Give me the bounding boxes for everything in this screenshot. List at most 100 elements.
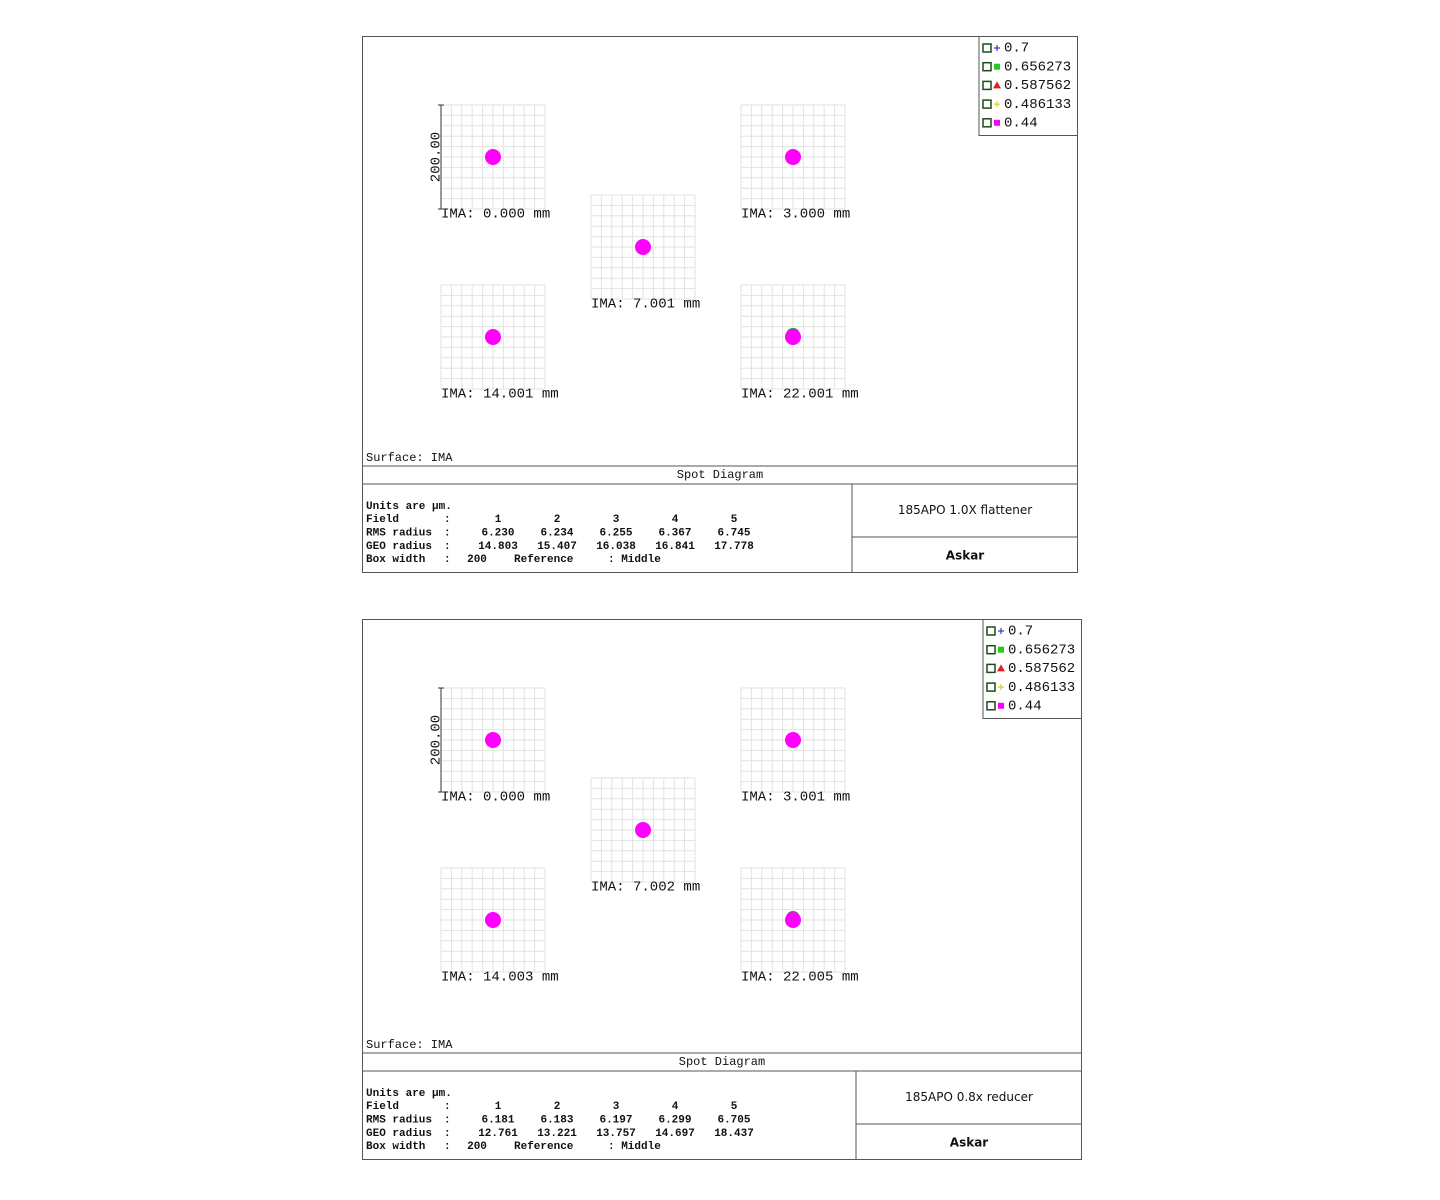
info-text: :: [444, 541, 451, 553]
info-text: 6.234: [540, 528, 573, 540]
legend-marker: [998, 702, 1004, 709]
info-text: Units are µm.: [366, 1088, 452, 1100]
info-text: 6.197: [599, 1115, 632, 1127]
legend-marker: [994, 63, 1000, 70]
spot-diagram-panel: 0.7 0.656273 0.587562 0.486133 0.44 IMA: 0.00…: [362, 36, 1078, 573]
spot-field: IMA: 14.001 mm: [440, 284, 559, 403]
legend-label: 0.587562: [1004, 78, 1071, 94]
spot: [635, 822, 651, 838]
legend-label: 0.7: [1004, 41, 1029, 57]
info-text: Field: [366, 1101, 399, 1113]
info-text: :: [444, 554, 451, 566]
info-text: 4: [672, 514, 679, 526]
spot-field: IMA: 0.000 mm: [440, 687, 550, 806]
spot-field: IMA: 3.001 mm: [740, 687, 850, 806]
info-text: 5: [731, 1101, 738, 1113]
field-label: IMA: 3.000 mm: [741, 207, 850, 223]
legend-checkbox: [986, 701, 996, 711]
info-text: 200: [467, 1141, 487, 1153]
info-text: 16.038: [596, 541, 636, 553]
legend-checkbox: [986, 682, 996, 692]
product-name: 185APO 0.8x reducer: [905, 1090, 1033, 1104]
legend-marker: [998, 628, 1004, 634]
info-text: 6.745: [717, 528, 750, 540]
legend-label: 0.486133: [1004, 97, 1071, 113]
info-text: 6.230: [481, 528, 514, 540]
legend-checkbox: [982, 80, 992, 91]
info-text: 6.705: [717, 1115, 750, 1127]
info-text: Reference: [514, 554, 574, 566]
info-text: Units are µm.: [366, 501, 452, 513]
spot-field: IMA: 3.000 mm: [740, 104, 850, 223]
spot-field: IMA: 7.001 mm: [590, 194, 700, 313]
legend-checkbox: [986, 626, 996, 636]
spot: [485, 149, 501, 165]
legend-label: 0.486133: [1008, 680, 1075, 696]
brand-name: Askar: [946, 549, 985, 563]
info-text: Field: [366, 514, 399, 526]
info-text: GEO radius: [366, 541, 432, 553]
field-label: IMA: 22.005 mm: [741, 970, 859, 986]
info-text: Box width: [366, 554, 425, 566]
info-text: : Middle: [608, 1141, 661, 1153]
legend-label: 0.44: [1008, 699, 1042, 715]
spot-field: IMA: 22.005 mm: [740, 867, 859, 986]
info-text: Box width: [366, 1141, 425, 1153]
info-text: 2: [554, 1101, 561, 1113]
info-text: 200: [467, 554, 487, 566]
info-text: :: [444, 528, 451, 540]
spot: [485, 912, 501, 928]
legend-label: 0.656273: [1008, 642, 1075, 658]
legend-label: 0.587562: [1008, 661, 1075, 677]
info-text: 12.761: [478, 1128, 518, 1140]
legend-marker: [994, 119, 1000, 126]
field-label: IMA: 7.001 mm: [591, 297, 700, 313]
spot-field: IMA: 14.003 mm: [440, 867, 559, 986]
info-text: 18.437: [714, 1128, 754, 1140]
info-text: 14.803: [478, 541, 518, 553]
info-text: RMS radius: [366, 528, 432, 540]
legend-checkbox: [982, 118, 992, 128]
field-label: IMA: 14.003 mm: [441, 970, 559, 986]
spot: [635, 239, 651, 255]
legend-checkbox: [986, 663, 996, 674]
info-text: :: [444, 514, 451, 526]
info-text: 6.255: [599, 528, 632, 540]
info-text: 2: [554, 514, 561, 526]
spot: [785, 149, 801, 165]
info-text: 14.697: [655, 1128, 695, 1140]
field-label: IMA: 0.000 mm: [441, 207, 550, 223]
info-text: 4: [672, 1101, 679, 1113]
info-text: 5: [731, 514, 738, 526]
info-text: 13.221: [537, 1128, 577, 1140]
spot-diagram-panel: 0.7 0.656273 0.587562 0.486133 0.44 IMA: 0.00…: [362, 619, 1082, 1160]
spot: [485, 329, 501, 345]
scale-label: 200.00: [429, 132, 445, 182]
spot: [485, 732, 501, 748]
info-text: 13.757: [596, 1128, 636, 1140]
info-text: :: [444, 1115, 451, 1127]
info-text: :: [444, 1101, 451, 1113]
spot-field: IMA: 0.000 mm: [440, 104, 550, 223]
info-text: 1: [495, 1101, 502, 1113]
legend-marker: [997, 664, 1005, 672]
legend-marker: [994, 45, 1000, 51]
legend-marker: [998, 646, 1004, 653]
legend-label: 0.656273: [1004, 59, 1071, 75]
legend-checkbox: [982, 61, 992, 72]
legend-checkbox: [986, 644, 996, 655]
legend-checkbox: [982, 43, 992, 53]
diagram-title: Spot Diagram: [677, 468, 763, 482]
spot: [785, 912, 801, 928]
legend-label: 0.44: [1004, 116, 1038, 132]
info-text: Reference: [514, 1141, 574, 1153]
legend-label: 0.7: [1008, 624, 1033, 640]
info-text: 17.778: [714, 541, 754, 553]
product-name: 185APO 1.0X flattener: [898, 503, 1032, 517]
info-text: 6.183: [540, 1115, 573, 1127]
legend-marker: [993, 81, 1001, 89]
info-text: GEO radius: [366, 1128, 432, 1140]
spot-field: IMA: 22.001 mm: [740, 284, 859, 403]
surface-label: Surface: IMA: [366, 451, 453, 465]
info-text: : Middle: [608, 554, 661, 566]
